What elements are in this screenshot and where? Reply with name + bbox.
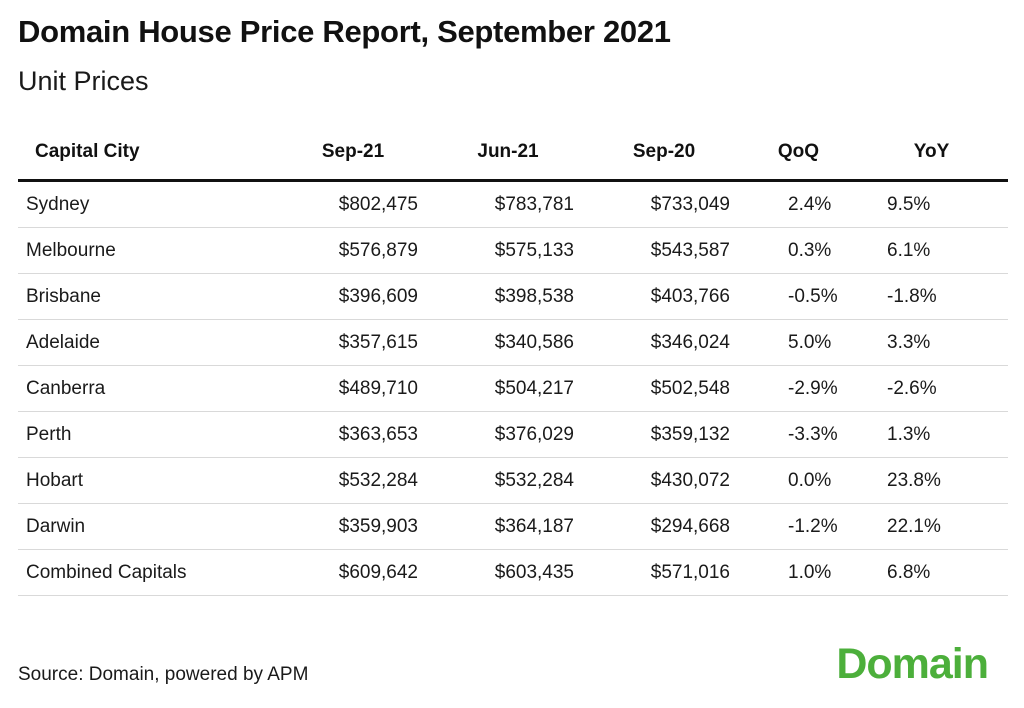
cell-capital-city: Combined Capitals: [18, 549, 276, 596]
cell-sep-20: $346,024: [586, 319, 742, 366]
cell-jun-21: $376,029: [430, 411, 586, 458]
source-note: Source: Domain, powered by APM: [18, 664, 309, 685]
table-row: Sydney $802,475 $783,781 $733,049 2.4% 9.5%: [18, 180, 1008, 228]
table-row: Darwin $359,903 $364,187 $294,668 -1.2% 22.1%: [18, 503, 1008, 550]
cell-jun-21: $532,284: [430, 457, 586, 504]
cell-jun-21: $504,217: [430, 365, 586, 412]
cell-qoq: -3.3%: [742, 411, 855, 458]
cell-capital-city: Perth: [18, 411, 276, 458]
cell-yoy: 3.3%: [855, 319, 1008, 366]
cell-sep-20: $359,132: [586, 411, 742, 458]
column-header-qoq: QoQ: [742, 124, 855, 182]
cell-sep-20: $733,049: [586, 180, 742, 228]
cell-capital-city: Sydney: [18, 180, 276, 228]
cell-qoq: -2.9%: [742, 365, 855, 412]
cell-qoq: 5.0%: [742, 319, 855, 366]
cell-sep-21: $802,475: [276, 180, 430, 228]
cell-yoy: -1.8%: [855, 273, 1008, 320]
cell-sep-21: $532,284: [276, 457, 430, 504]
cell-sep-21: $396,609: [276, 273, 430, 320]
table-row: Melbourne $576,879 $575,133 $543,587 0.3% 6.1…: [18, 227, 1008, 274]
cell-yoy: 22.1%: [855, 503, 1008, 550]
table-row: Perth $363,653 $376,029 $359,132 -3.3% 1.3%: [18, 411, 1008, 458]
cell-jun-21: $364,187: [430, 503, 586, 550]
table-body: Sydney $802,475 $783,781 $733,049 2.4% 9.5% Me…: [18, 180, 1008, 596]
cell-sep-20: $502,548: [586, 365, 742, 412]
cell-capital-city: Brisbane: [18, 273, 276, 320]
column-header-jun-21: Jun-21: [430, 124, 586, 182]
cell-jun-21: $398,538: [430, 273, 586, 320]
cell-sep-20: $430,072: [586, 457, 742, 504]
page-subtitle: Unit Prices: [18, 66, 149, 96]
table-header-row: Capital City Sep-21 Jun-21 Sep-20 QoQ Yo…: [18, 124, 1008, 182]
cell-sep-21: $576,879: [276, 227, 430, 274]
price-table-container: Capital City Sep-21 Jun-21 Sep-20 QoQ Yo…: [18, 124, 1008, 596]
cell-jun-21: $783,781: [430, 180, 586, 228]
cell-capital-city: Melbourne: [18, 227, 276, 274]
cell-sep-21: $359,903: [276, 503, 430, 550]
price-table: Capital City Sep-21 Jun-21 Sep-20 QoQ Yo…: [18, 124, 1008, 596]
cell-yoy: 6.8%: [855, 549, 1008, 596]
cell-sep-21: $363,653: [276, 411, 430, 458]
cell-capital-city: Darwin: [18, 503, 276, 550]
cell-sep-21: $357,615: [276, 319, 430, 366]
cell-qoq: 2.4%: [742, 180, 855, 228]
cell-sep-20: $403,766: [586, 273, 742, 320]
cell-sep-21: $609,642: [276, 549, 430, 596]
cell-qoq: -1.2%: [742, 503, 855, 550]
cell-qoq: -0.5%: [742, 273, 855, 320]
cell-qoq: 0.3%: [742, 227, 855, 274]
cell-sep-20: $571,016: [586, 549, 742, 596]
cell-jun-21: $575,133: [430, 227, 586, 274]
table-row: Hobart $532,284 $532,284 $430,072 0.0% 23.8%: [18, 457, 1008, 504]
table-row: Brisbane $396,609 $398,538 $403,766 -0.5% -1.…: [18, 273, 1008, 320]
cell-capital-city: Hobart: [18, 457, 276, 504]
column-header-sep-21: Sep-21: [276, 124, 430, 182]
column-header-sep-20: Sep-20: [586, 124, 742, 182]
cell-yoy: 1.3%: [855, 411, 1008, 458]
cell-sep-20: $543,587: [586, 227, 742, 274]
table-row: Adelaide $357,615 $340,586 $346,024 5.0% 3.3%: [18, 319, 1008, 366]
table-row: Canberra $489,710 $504,217 $502,548 -2.9% -2.…: [18, 365, 1008, 412]
cell-jun-21: $603,435: [430, 549, 586, 596]
table-row: Combined Capitals $609,642 $603,435 $571,01…: [18, 549, 1008, 596]
domain-logo: Domain: [836, 640, 989, 688]
cell-sep-21: $489,710: [276, 365, 430, 412]
page-title: Domain House Price Report, September 202…: [18, 14, 671, 49]
column-header-capital-city: Capital City: [18, 124, 276, 182]
cell-yoy: -2.6%: [855, 365, 1008, 412]
cell-qoq: 1.0%: [742, 549, 855, 596]
column-header-yoy: YoY: [855, 124, 1008, 182]
cell-sep-20: $294,668: [586, 503, 742, 550]
cell-capital-city: Adelaide: [18, 319, 276, 366]
cell-jun-21: $340,586: [430, 319, 586, 366]
cell-qoq: 0.0%: [742, 457, 855, 504]
cell-yoy: 9.5%: [855, 180, 1008, 228]
cell-capital-city: Canberra: [18, 365, 276, 412]
cell-yoy: 23.8%: [855, 457, 1008, 504]
cell-yoy: 6.1%: [855, 227, 1008, 274]
